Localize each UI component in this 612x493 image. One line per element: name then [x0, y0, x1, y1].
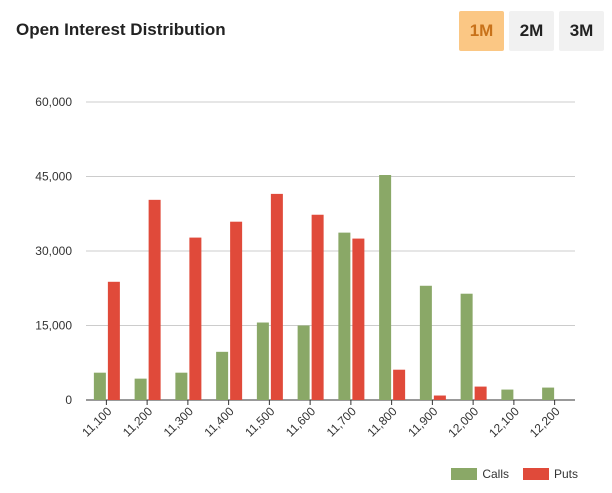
bar-calls — [501, 389, 514, 400]
y-tick-label: 30,000 — [35, 244, 72, 258]
x-tick-label: 11,400 — [202, 404, 237, 439]
legend-swatch-puts — [522, 468, 549, 480]
bar-calls — [297, 325, 310, 400]
range-selector: 1M 2M 3M — [459, 11, 604, 51]
legend-label-puts: Puts — [553, 467, 578, 481]
legend-label-calls: Calls — [482, 467, 509, 481]
x-tick-label: 11,300 — [161, 404, 196, 439]
range-button-1m[interactable]: 1M — [459, 11, 504, 51]
bar-puts — [230, 221, 243, 400]
bar-puts — [189, 237, 202, 400]
x-tick-label: 12,000 — [445, 404, 481, 440]
y-tick-label: 60,000 — [35, 95, 72, 109]
x-tick-label: 11,200 — [120, 404, 155, 439]
bar-puts — [107, 281, 120, 400]
chart-legend: Calls Puts — [451, 467, 578, 481]
x-tick-label: 11,500 — [242, 404, 277, 439]
bar-calls — [175, 372, 188, 400]
legend-swatch-calls — [451, 468, 478, 480]
y-tick-label: 45,000 — [35, 170, 72, 184]
bar-puts — [433, 395, 446, 400]
x-tick-label: 11,600 — [283, 404, 318, 439]
range-button-2m[interactable]: 2M — [509, 11, 554, 51]
y-tick-label: 0 — [65, 393, 72, 407]
bar-calls — [338, 232, 351, 400]
x-tick-label: 11,800 — [365, 404, 400, 439]
bar-puts — [352, 238, 365, 400]
bar-calls — [216, 351, 229, 400]
x-tick-label: 12,100 — [486, 404, 522, 440]
x-tick-label: 11,900 — [405, 404, 440, 439]
x-tick-label: 11,100 — [79, 404, 114, 439]
bar-calls — [379, 175, 392, 400]
bar-puts — [393, 369, 406, 400]
bar-calls — [460, 293, 473, 400]
bar-calls — [542, 387, 555, 400]
bar-puts — [311, 214, 324, 400]
bar-puts — [474, 386, 487, 400]
bar-calls — [134, 378, 147, 400]
range-button-3m[interactable]: 3M — [559, 11, 604, 51]
bar-calls — [93, 372, 106, 400]
legend-item-puts: Puts — [522, 467, 578, 481]
chart-title: Open Interest Distribution — [16, 20, 226, 39]
bar-puts — [270, 193, 283, 400]
bar-calls — [256, 322, 269, 400]
bar-calls — [419, 285, 432, 400]
bar-puts — [148, 199, 161, 400]
y-tick-label: 15,000 — [35, 319, 72, 333]
legend-item-calls: Calls — [451, 467, 509, 481]
x-tick-label: 11,700 — [324, 404, 359, 439]
x-tick-label: 12,200 — [527, 404, 563, 440]
